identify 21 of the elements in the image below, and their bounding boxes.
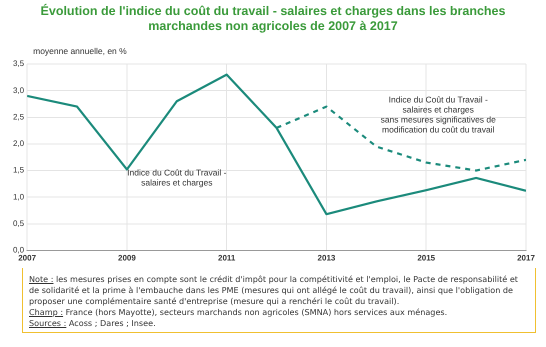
y-tick-label: 2,0: [12, 139, 25, 148]
series-label: Indice du Coût du Travail - salaires et charges sans mesures significatives de modification du coût du travail: [380, 94, 496, 135]
x-tick-label: 2017: [517, 253, 536, 262]
text: Note : les mesures prises en compte sont le crédit d'impôt pour la compétitivité et l'emploi, le Pacte de responsabilité et de solidarité et la prime à l'embauche dans les PME (mesures qui ont allégé le coût du travail), ainsi que l'obligation de proposer une complémentaire santé d'entreprise (mesure qui a renchéri le coût du travail).: [29, 274, 519, 307]
x-tick-label: 2011: [218, 253, 236, 262]
y-tick-label: 3,0: [12, 86, 25, 95]
y-tick-label: 3,5: [12, 59, 25, 68]
y-axis-title: moyenne annuelle, en %: [33, 46, 128, 56]
y-tick-label: 0,5: [12, 218, 25, 228]
source-note: Sources : Acoss ; Dares ; Insee.: [29, 318, 157, 329]
y-tick-label: 1,0: [12, 192, 25, 202]
x-tick-label: 2015: [417, 253, 436, 262]
x-tick-label: 2007: [18, 253, 37, 262]
x-tick-label: 2009: [118, 253, 136, 262]
series-label: Indice du Coût du Travail - salaires et charges: [127, 167, 227, 188]
chart-title: Évolution de l'indice du coût du travail - salaires et charges dans les branches marchandes non agricoles de 2007 à 2017: [40, 4, 506, 34]
y-tick-label: 2,5: [12, 112, 25, 122]
x-tick-label: 2013: [318, 253, 336, 262]
text: Champ : France (hors Mayotte), secteurs marchands non agricoles (SMNA) hors services aux ménages.: [29, 307, 448, 318]
y-tick-label: 1,5: [12, 166, 25, 175]
y-tick-label: 0,0: [12, 246, 25, 255]
